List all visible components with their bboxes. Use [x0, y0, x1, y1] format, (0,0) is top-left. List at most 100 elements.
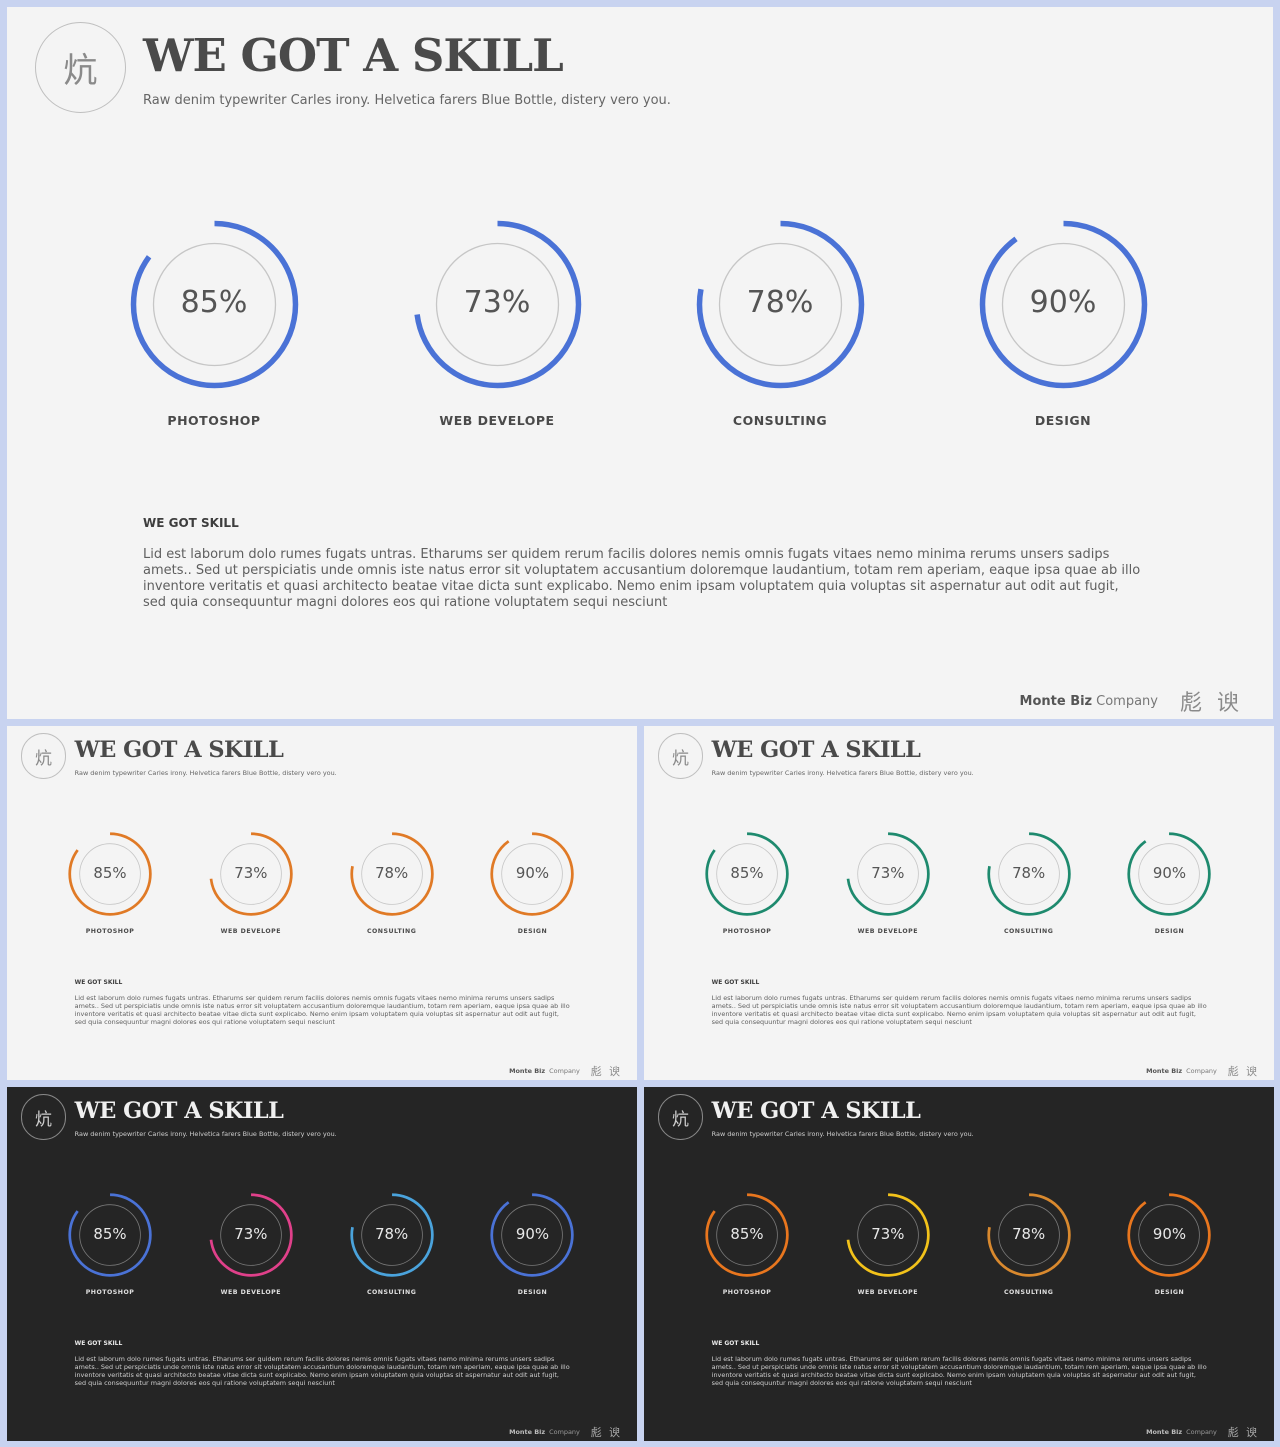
skill-inner-ring	[1138, 1204, 1201, 1266]
skill-progress-arc	[68, 1193, 152, 1277]
skill-ring	[1127, 1193, 1212, 1277]
skill-progress-arc	[68, 832, 152, 916]
skill-percent: 73%	[234, 1224, 268, 1243]
skill-ring	[413, 220, 581, 388]
skill-ring	[846, 1193, 930, 1277]
footer-seal: 彪 谀	[590, 1426, 623, 1440]
skill-inner-ring	[501, 843, 564, 905]
skill-item: 73%	[208, 1192, 294, 1278]
slide-thumb-light-orange[interactable]: 炕 WE GOT A SKILL Raw denim typewriter Carl…	[7, 726, 637, 1080]
skill-item: 90%	[489, 1192, 575, 1278]
skill-percent: 78%	[1012, 1224, 1046, 1243]
skill-item: 85%	[128, 218, 301, 391]
skill-ring	[490, 832, 575, 916]
slide-thumb-light-green[interactable]: 炕 WE GOT A SKILL Raw denim typewriter Carl…	[644, 726, 1274, 1080]
footer-brand: Monte Biz Company 彪 谀	[1146, 1063, 1259, 1079]
section-heading: WE GOT SKILL	[74, 1340, 123, 1348]
footer-brand-name: Monte Biz	[509, 1067, 546, 1076]
skill-label: PHOTOSHOP	[722, 928, 772, 936]
section-paragraph: Lid est laborum dolo rumes fugats untras…	[74, 1354, 570, 1387]
skill-inner-ring	[360, 1204, 423, 1266]
skill-item: 78%	[349, 1192, 435, 1278]
skill-percent: 78%	[746, 285, 814, 321]
footer-brand-name: Monte Biz	[1146, 1428, 1183, 1437]
skill-progress-arc	[1127, 832, 1212, 916]
skill-label: DESIGN	[1154, 1289, 1185, 1297]
skill-percent: 90%	[515, 1224, 550, 1243]
skill-item: 78%	[694, 218, 867, 391]
skill-item: 90%	[489, 831, 575, 917]
page-subtitle: Raw denim typewriter Carles irony. Helve…	[711, 768, 974, 777]
skill-progress-arc	[846, 1193, 930, 1277]
skill-label: PHOTOSHOP	[167, 413, 261, 428]
slide-thumb-dark-multicolor[interactable]: 炕 WE GOT A SKILL Raw denim typewriter Carl…	[7, 1087, 637, 1441]
skill-inner-ring	[716, 843, 778, 905]
skill-progress-arc	[209, 1193, 293, 1277]
footer-seal: 彪 谀	[1227, 1065, 1260, 1079]
skill-item: 90%	[977, 218, 1150, 391]
skill-percent: 85%	[730, 863, 764, 882]
skill-inner-ring	[79, 843, 141, 905]
skill-item: 78%	[349, 831, 435, 917]
skill-ring	[986, 832, 1071, 916]
skill-inner-ring	[79, 1204, 141, 1266]
skill-label: DESIGN	[517, 928, 548, 936]
skill-percent: 85%	[730, 1224, 764, 1243]
logo-glyph: 炕	[672, 1108, 690, 1129]
skill-percent: 85%	[93, 1224, 127, 1243]
skill-progress-arc	[986, 1193, 1071, 1277]
footer-brand: Monte Biz Company 彪 谀	[509, 1424, 622, 1440]
skill-percent: 73%	[234, 863, 268, 882]
logo-emblem: 炕	[35, 22, 126, 113]
skill-label: CONSULTING	[366, 928, 417, 936]
footer-company: Company	[549, 1428, 580, 1437]
skill-label: DESIGN	[517, 1289, 548, 1297]
skill-percent: 90%	[1152, 1224, 1187, 1243]
slide-thumb-dark-orange[interactable]: 炕 WE GOT A SKILL Raw denim typewriter Carl…	[644, 1087, 1274, 1441]
section-heading: WE GOT SKILL	[711, 979, 760, 987]
skill-inner-ring	[435, 242, 559, 366]
footer-brand-name: Monte Biz	[1019, 693, 1093, 709]
skill-progress-arc	[130, 220, 298, 388]
footer-brand: Monte Biz Company 彪 谀	[509, 1063, 622, 1079]
skill-progress-arc	[1127, 1193, 1212, 1277]
footer-company: Company	[1096, 693, 1158, 709]
skill-ring	[696, 220, 864, 388]
section-paragraph: Lid est laborum dolo rumes fugats untras…	[143, 547, 1141, 610]
skill-percent: 90%	[1152, 863, 1187, 882]
skill-progress-arc	[979, 220, 1147, 388]
skill-label: CONSULTING	[366, 1289, 417, 1297]
skill-progress-arc	[846, 832, 930, 916]
logo-emblem: 炕	[20, 1094, 67, 1140]
skill-ring	[1127, 832, 1212, 916]
skill-item: 90%	[1126, 831, 1212, 917]
skill-ring	[490, 1193, 575, 1277]
skill-label: DESIGN	[1154, 928, 1185, 936]
section-paragraph: Lid est laborum dolo rumes fugats untras…	[711, 1354, 1207, 1387]
skill-item: 78%	[986, 831, 1072, 917]
skill-inner-ring	[857, 1204, 919, 1266]
footer-company: Company	[1186, 1067, 1217, 1076]
skill-item: 73%	[411, 218, 584, 391]
skill-inner-ring	[716, 1204, 778, 1266]
footer-brand-name: Monte Biz	[1146, 1067, 1183, 1076]
skill-inner-ring	[360, 843, 423, 905]
skill-progress-arc	[490, 1193, 575, 1277]
skill-percent: 73%	[871, 1224, 905, 1243]
skill-progress-arc	[209, 832, 293, 916]
skill-percent: 85%	[180, 285, 248, 321]
skill-label: CONSULTING	[732, 413, 828, 428]
skill-inner-ring	[220, 1204, 282, 1266]
skill-ring	[979, 220, 1147, 388]
skill-ring	[349, 1193, 434, 1277]
skill-label: PHOTOSHOP	[85, 1289, 135, 1297]
page-title: WE GOT A SKILL	[74, 1097, 284, 1124]
skill-inner-ring	[1001, 242, 1125, 366]
skill-ring	[130, 220, 298, 388]
skill-percent: 78%	[375, 1224, 409, 1243]
footer-company: Company	[1186, 1428, 1217, 1437]
section-heading: WE GOT SKILL	[711, 1340, 760, 1348]
footer-seal: 彪 谀	[1227, 1426, 1260, 1440]
skill-ring	[68, 1193, 152, 1277]
skill-inner-ring	[997, 1204, 1060, 1266]
